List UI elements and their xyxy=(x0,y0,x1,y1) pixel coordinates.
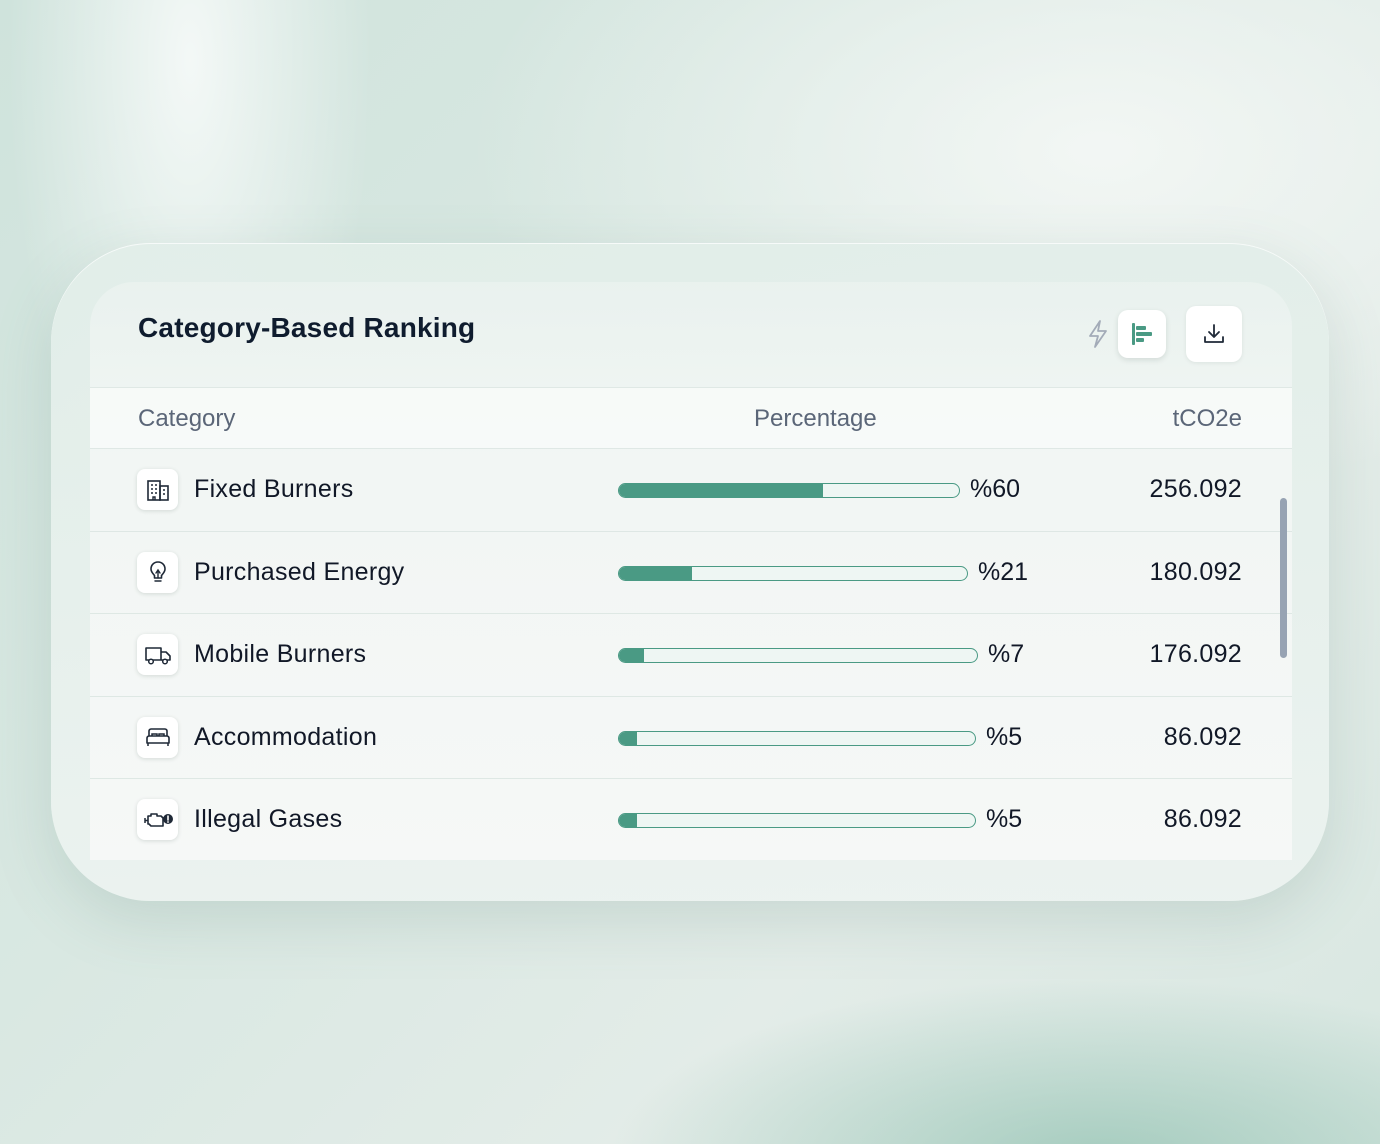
row-category-label: Purchased Energy xyxy=(194,557,405,586)
percentage-bar-fill xyxy=(619,649,645,662)
download-icon xyxy=(1204,324,1224,343)
column-header-percentage: Percentage xyxy=(754,405,877,432)
download-button[interactable] xyxy=(1186,306,1242,362)
building-icon xyxy=(146,479,169,501)
bar-chart-icon xyxy=(1132,323,1152,345)
column-header-tco2e: tCO2e xyxy=(1172,405,1242,432)
table-row[interactable]: Fixed Burners %60 256.092 xyxy=(90,449,1292,532)
row-icon-box xyxy=(137,469,178,510)
column-header-category: Category xyxy=(138,405,236,432)
row-percentage-text: %21 xyxy=(978,557,1029,586)
table-row[interactable]: Illegal Gases %5 86.092 xyxy=(90,779,1292,860)
bed-icon xyxy=(145,728,170,746)
row-category-label: Mobile Burners xyxy=(194,640,367,668)
percentage-bar xyxy=(618,483,960,498)
lightning-icon xyxy=(1089,320,1107,348)
card-toolbar xyxy=(1078,306,1242,362)
engine-warning-icon xyxy=(143,812,173,827)
row-percentage-text: %5 xyxy=(986,805,1023,833)
row-icon-box xyxy=(137,716,178,758)
table-row[interactable]: Accommodation %5 86.092 xyxy=(90,697,1292,779)
percentage-bar-fill xyxy=(619,814,637,827)
table-row[interactable]: Purchased Energy %21 180.092 xyxy=(90,532,1292,614)
bar-view-button[interactable] xyxy=(1118,310,1166,358)
table-body: Fixed Burners %60 256.092 Purchased Ener… xyxy=(90,449,1292,860)
percentage-bar xyxy=(618,730,976,746)
table-header: Category Percentage tCO2e xyxy=(90,387,1292,449)
row-category-label: Fixed Burners xyxy=(194,475,354,503)
percentage-bar-fill xyxy=(619,484,823,497)
table-row[interactable]: Mobile Burners %7 176.092 xyxy=(90,614,1292,697)
truck-icon xyxy=(144,646,171,665)
card-title: Category-Based Ranking xyxy=(138,312,476,343)
percentage-bar xyxy=(618,813,976,828)
row-tco2e-value: 176.092 xyxy=(1149,640,1242,668)
row-tco2e-value: 256.092 xyxy=(1149,475,1242,503)
table-scrollbar[interactable] xyxy=(1280,498,1287,658)
percentage-bar-fill xyxy=(619,731,637,745)
row-category-label: Accommodation xyxy=(194,722,378,751)
row-tco2e-value: 86.092 xyxy=(1163,805,1242,833)
row-icon-box xyxy=(137,551,178,593)
row-icon-box xyxy=(137,799,178,840)
lightbulb-icon xyxy=(149,561,166,582)
view-toggle-group xyxy=(1078,310,1166,358)
row-tco2e-value: 86.092 xyxy=(1163,722,1242,751)
row-category-label: Illegal Gases xyxy=(194,805,343,833)
category-ranking-card: Category-Based Ranking xyxy=(90,282,1292,860)
row-tco2e-value: 180.092 xyxy=(1149,557,1242,586)
row-percentage-text: %7 xyxy=(988,640,1025,668)
row-percentage-text: %5 xyxy=(986,722,1023,751)
row-icon-box xyxy=(137,634,178,675)
flash-view-button[interactable] xyxy=(1078,310,1118,358)
row-percentage-text: %60 xyxy=(970,475,1021,503)
percentage-bar xyxy=(618,565,968,581)
percentage-bar xyxy=(618,648,978,663)
percentage-bar-fill xyxy=(619,566,693,580)
